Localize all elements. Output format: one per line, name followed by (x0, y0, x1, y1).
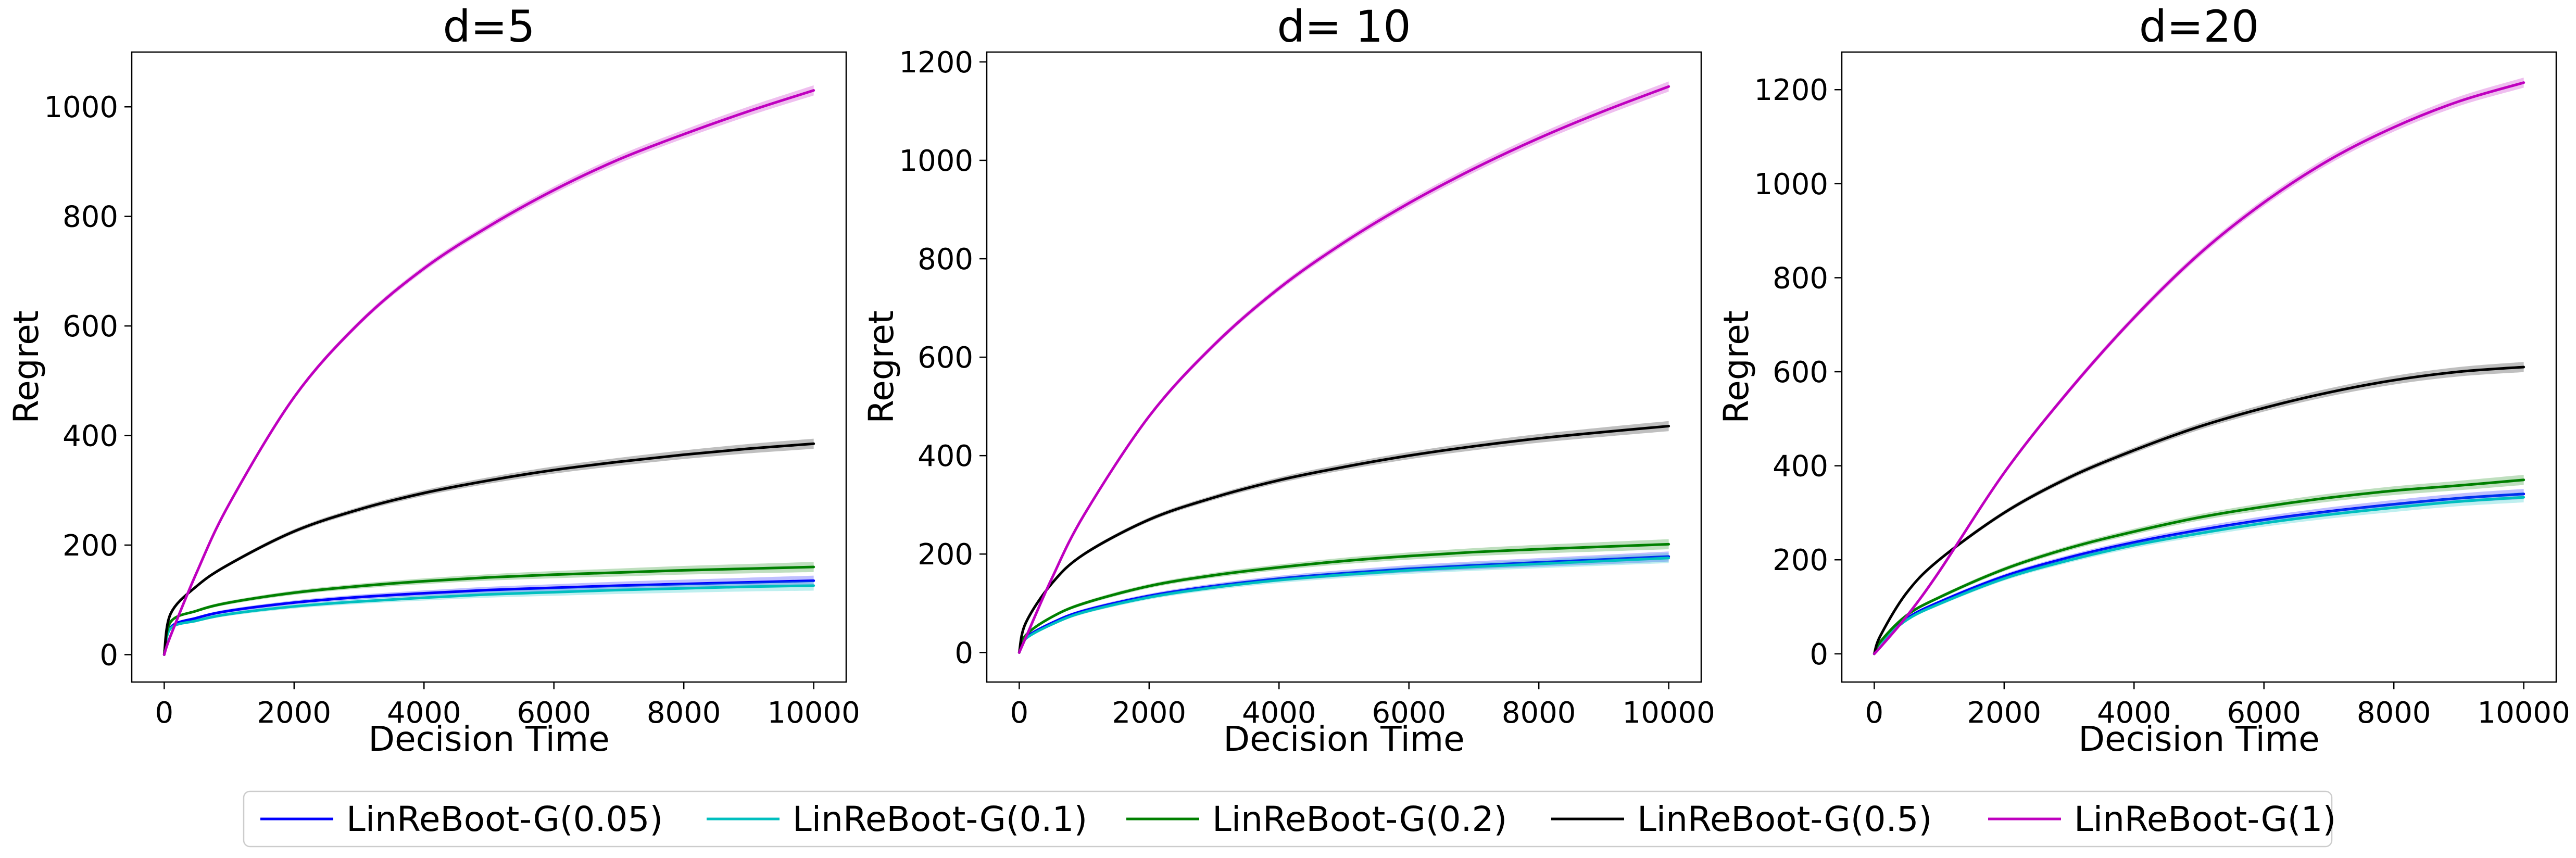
series-line-LinReBoot-G(0.1) (1017, 557, 1670, 654)
chart-panel-3: 0 2000 4000 6000 8000 10000 0 200 400 600 800 1000 1… (1716, 1, 2570, 759)
y-tick-label: 600 (918, 341, 973, 375)
series-line-LinReBoot-G(0.5) (1873, 365, 2525, 655)
x-axis-label: Decision Time (2078, 719, 2319, 759)
series-band-2 (164, 581, 814, 655)
x-axis-label: Decision Time (368, 719, 609, 759)
chart-title: d=5 (443, 1, 535, 52)
chart-panel-2: 0 2000 4000 6000 8000 10000 0 200 400 600 800 1000 1… (861, 1, 1715, 759)
legend-label: LinReBoot-G(0.05) (346, 799, 663, 839)
chart-panels: 0 2000 4000 6000 8000 1000002004006008001000d… (6, 1, 2570, 759)
x-tick-label: 0 (1865, 696, 1884, 730)
x-tick-label: 0 (155, 696, 174, 730)
x-tick-label: 6000 (2227, 696, 2301, 730)
x-tick-label: 4000 (2097, 696, 2171, 730)
x-tick-label: 0 (1010, 696, 1029, 730)
plot-area (162, 85, 815, 656)
series-line-LinReBoot-G(1) (1017, 85, 1670, 654)
series-line-LinReBoot-G(1) (1873, 81, 2525, 655)
y-axis-label: Regret (1716, 310, 1756, 424)
y-axis-label: Regret (6, 310, 46, 424)
y-tick-label: 1200 (899, 46, 973, 80)
series-band-3 (164, 562, 814, 655)
series-band-2 (1019, 553, 1669, 653)
legend-entry: LinReBoot-G(0.5) (1551, 799, 1932, 839)
legend-label: LinReBoot-G(0.5) (1637, 799, 1932, 839)
legend-entry: LinReBoot-G(0.05) (260, 799, 663, 839)
y-tick-label: 0 (1810, 638, 1828, 672)
axes-frame (131, 51, 847, 683)
y-tick-label: 400 (1773, 450, 1828, 484)
axes-frame (1841, 51, 2557, 683)
series-band-4 (1019, 421, 1669, 653)
series-band-5 (1874, 77, 2524, 655)
series-band-3 (1019, 539, 1669, 653)
y-tick-label: 800 (62, 200, 118, 234)
y-tick-label: 1200 (1754, 73, 1828, 107)
x-tick-label: 8000 (1502, 696, 1576, 730)
chart-title: d=20 (2139, 1, 2259, 52)
plot-area (1873, 77, 2525, 655)
y-tick-label: 600 (62, 310, 118, 344)
series-band-1 (1874, 489, 2524, 655)
y-tick-label: 800 (1773, 261, 1828, 295)
x-tick-label: 8000 (2357, 696, 2431, 730)
y-tick-label: 400 (62, 420, 118, 453)
chart-panel-1: 0 2000 4000 6000 8000 10000 0 200 400 600 800 1000 d… (6, 1, 860, 759)
x-tick-label: 2000 (1112, 696, 1187, 730)
x-tick-label: 10000 (1623, 696, 1715, 730)
series-line-LinReBoot-G(1) (162, 89, 815, 656)
axes-frame (986, 51, 1702, 683)
series-line-LinReBoot-G(0.05) (1017, 555, 1670, 654)
x-tick-label: 4000 (387, 696, 461, 730)
x-tick-label: 2000 (257, 696, 332, 730)
legend-entry: LinReBoot-G(0.2) (1126, 799, 1507, 839)
series-band-4 (164, 438, 814, 655)
y-tick-label: 1000 (1754, 168, 1828, 201)
chart-title: d= 10 (1277, 1, 1411, 52)
y-tick-label: 1000 (44, 91, 118, 124)
y-tick-label: 800 (918, 243, 973, 276)
y-tick-label: 600 (1773, 356, 1828, 389)
y-tick-label: 1000 (899, 144, 973, 178)
legend-box (243, 790, 2333, 848)
legend-label: LinReBoot-G(0.1) (793, 799, 1087, 839)
series-line-LinReBoot-G(0.5) (162, 442, 815, 656)
legend-label: LinReBoot-G(0.2) (1212, 799, 1507, 839)
x-tick-label: 8000 (647, 696, 721, 730)
series-band-5 (1019, 81, 1669, 653)
y-tick-label: 400 (918, 439, 973, 473)
x-tick-label: 6000 (1372, 696, 1446, 730)
series-line-LinReBoot-G(0.1) (162, 584, 815, 656)
x-tick-label: 6000 (517, 696, 591, 730)
series-line-LinReBoot-G(0.5) (1017, 424, 1670, 654)
x-tick-label: 10000 (768, 696, 860, 730)
series-line-LinReBoot-G(0.2) (1017, 542, 1670, 654)
x-axis-label: Decision Time (1223, 719, 1464, 759)
legend: LinReBoot-G(0.05) LinReBoot-G(0.1) LinReBo… (243, 790, 2336, 848)
series-line-LinReBoot-G(0.2) (162, 565, 815, 656)
y-tick-label: 0 (954, 636, 973, 670)
legend-label: LinReBoot-G(1) (2074, 799, 2336, 839)
y-tick-label: 200 (62, 529, 118, 563)
y-tick-label: 200 (918, 538, 973, 572)
x-tick-label: 10000 (2478, 696, 2570, 730)
series-line-LinReBoot-G(0.2) (1873, 478, 2525, 655)
series-line-LinReBoot-G(0.05) (162, 579, 815, 656)
plot-area (1017, 81, 1670, 654)
legend-entry: LinReBoot-G(1) (1988, 799, 2336, 839)
y-tick-label: 200 (1773, 544, 1828, 577)
legend-entry: LinReBoot-G(0.1) (707, 799, 1087, 839)
x-tick-label: 2000 (1967, 696, 2042, 730)
series-line-LinReBoot-G(0.1) (1873, 496, 2525, 655)
x-tick-label: 4000 (1242, 696, 1316, 730)
y-tick-label: 0 (99, 638, 118, 672)
series-line-LinReBoot-G(0.05) (1873, 493, 2525, 655)
y-axis-label: Regret (861, 310, 901, 424)
